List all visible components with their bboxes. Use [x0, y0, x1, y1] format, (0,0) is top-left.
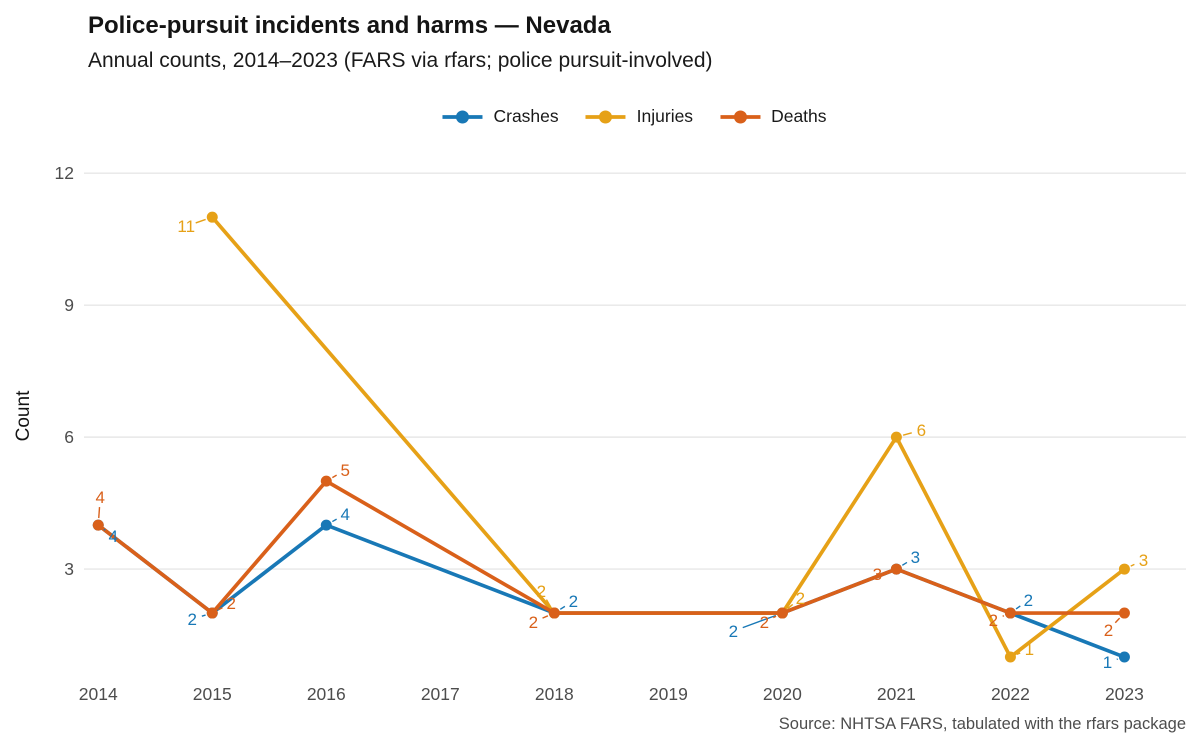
x-tick-label-2016: 2016	[307, 684, 346, 704]
label-leader-deaths-2021	[886, 570, 890, 573]
label-leader-crashes-2018	[559, 605, 566, 610]
legend-label-injuries: Injuries	[636, 106, 694, 126]
x-tick-label-2019: 2019	[649, 684, 688, 704]
data-point-deaths-2022	[1004, 607, 1016, 619]
label-leader-crashes-2016	[331, 518, 337, 523]
label-leader-crashes-2022	[1015, 605, 1021, 610]
data-point-crashes-2023	[1118, 651, 1130, 663]
x-tick-label-2015: 2015	[193, 684, 232, 704]
x-tick-label-2022: 2022	[991, 684, 1030, 704]
data-point-crashes-2016	[320, 519, 332, 531]
data-label-injuries-2022: 1	[1025, 640, 1034, 659]
label-leader-crashes-2015	[201, 614, 206, 617]
data-point-deaths-2023	[1118, 607, 1130, 619]
label-leader-injuries-2015	[195, 218, 206, 224]
chart-title: Police-pursuit incidents and harms — Nev…	[88, 12, 611, 39]
data-point-injuries-2023	[1118, 563, 1130, 575]
data-label-crashes-2018: 2	[569, 592, 578, 611]
y-tick-label-6: 6	[64, 427, 74, 447]
data-label-deaths-2015: 2	[227, 594, 236, 613]
series-line-crashes	[97, 523, 1126, 659]
deaths-legend-key-icon	[720, 110, 761, 123]
y-tick-label-3: 3	[64, 559, 74, 579]
data-label-deaths-2021: 3	[873, 565, 882, 584]
legend-label-crashes: Crashes	[493, 106, 559, 126]
crashes-legend-key-icon	[442, 110, 483, 123]
legend: Crashes Injuries Deaths	[441, 106, 827, 127]
legend-item-deaths: Deaths	[719, 106, 827, 127]
label-leader-deaths-2023	[1114, 617, 1121, 624]
data-label-deaths-2020: 2	[760, 613, 769, 632]
data-label-crashes-2020: 2	[729, 622, 738, 641]
x-tick-label-2021: 2021	[877, 684, 916, 704]
label-leader-deaths-2018	[542, 615, 549, 619]
label-leader-injuries-2021	[902, 432, 912, 436]
label-leader-deaths-2014	[98, 507, 101, 519]
x-tick-label-2017: 2017	[421, 684, 460, 704]
x-tick-label-2023: 2023	[1105, 684, 1144, 704]
series-line-injuries	[210, 215, 1126, 659]
x-tick-label-2018: 2018	[535, 684, 574, 704]
data-label-deaths-2016: 5	[341, 461, 350, 480]
label-leader-deaths-2016	[331, 474, 337, 479]
data-point-deaths-2014	[92, 519, 104, 531]
data-label-crashes-2022: 2	[1024, 591, 1033, 610]
data-label-deaths-2018: 2	[529, 613, 538, 632]
data-label-deaths-2022: 2	[989, 611, 998, 630]
legend-item-injuries: Injuries	[585, 106, 693, 127]
data-point-deaths-2016	[320, 475, 332, 487]
label-leader-crashes-2014	[103, 528, 106, 531]
data-point-injuries-2021	[890, 431, 902, 443]
data-label-crashes-2014: 4	[109, 527, 118, 546]
data-label-deaths-2014: 4	[96, 488, 105, 507]
chart-subtitle: Annual counts, 2014–2023 (FARS via rfars…	[88, 49, 713, 72]
label-leader-crashes-2020	[742, 614, 777, 629]
data-label-crashes-2015: 2	[188, 610, 197, 629]
label-leader-deaths-2015	[218, 607, 223, 611]
data-point-deaths-2020	[776, 607, 788, 619]
data-point-deaths-2015	[206, 607, 218, 619]
data-label-injuries-2021: 6	[917, 421, 926, 440]
data-label-injuries-2015: 11	[177, 217, 195, 236]
label-leader-injuries-2023	[1130, 563, 1135, 567]
data-label-crashes-2016: 4	[341, 505, 350, 524]
data-point-injuries-2015	[206, 211, 218, 223]
x-tick-label-2020: 2020	[763, 684, 802, 704]
injuries-legend-key-icon	[585, 110, 626, 123]
y-axis-title: Count	[13, 390, 34, 442]
label-leader-deaths-2022	[1002, 615, 1005, 617]
label-leader-deaths-2020	[772, 615, 777, 619]
series-line-deaths	[97, 479, 1125, 615]
legend-item-crashes: Crashes	[441, 106, 559, 127]
label-leader-injuries-2018	[545, 599, 552, 608]
y-tick-label-12: 12	[55, 163, 74, 183]
data-label-deaths-2023: 2	[1104, 621, 1113, 640]
data-label-crashes-2023: 1	[1103, 653, 1112, 672]
label-leader-injuries-2020	[787, 603, 794, 610]
legend-label-deaths: Deaths	[771, 106, 827, 126]
data-point-deaths-2018	[548, 607, 560, 619]
data-point-injuries-2022	[1004, 651, 1016, 663]
data-label-injuries-2020: 2	[796, 589, 805, 608]
data-label-injuries-2018: 2	[537, 582, 546, 601]
data-label-crashes-2021: 3	[911, 548, 920, 567]
label-leader-crashes-2021	[901, 561, 908, 566]
source-caption: Source: NHTSA FARS, tabulated with the r…	[778, 715, 1186, 733]
x-tick-label-2014: 2014	[79, 684, 118, 704]
label-leader-injuries-2022	[1016, 652, 1021, 655]
y-tick-label-9: 9	[64, 295, 74, 315]
data-point-deaths-2021	[890, 563, 902, 575]
data-label-injuries-2023: 3	[1139, 551, 1148, 570]
